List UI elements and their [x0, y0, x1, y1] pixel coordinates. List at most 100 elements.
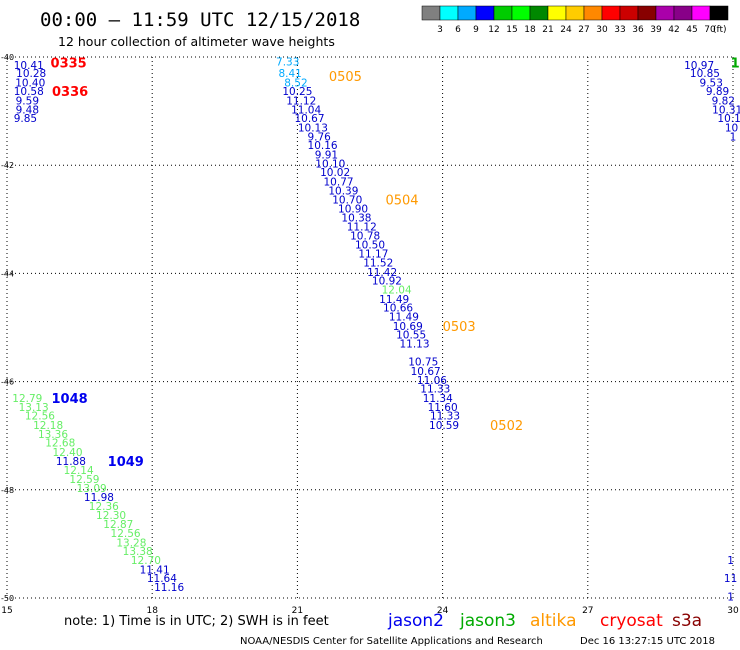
- scale-swatch: [709, 5, 729, 21]
- scale-tick-label: 70: [704, 25, 716, 35]
- chart-grid: [6, 56, 734, 599]
- y-tick-label: -50: [1, 594, 14, 603]
- x-tick-label: 24: [437, 606, 449, 616]
- swh-value-label: 10.70: [332, 194, 362, 206]
- swh-value-label: 10.85: [690, 68, 720, 80]
- pass-time-label: 0504: [385, 193, 418, 208]
- swh-value-label: 11.12: [286, 95, 316, 107]
- x-axis-ticks: 15 18 21 24 27 30: [1, 606, 739, 616]
- swh-value-label: 11.98: [84, 492, 114, 504]
- scale-tick-label: 6: [455, 25, 461, 35]
- swh-value-label: 11.88: [56, 456, 86, 468]
- swh-value-label: 11.49: [379, 294, 409, 306]
- x-tick-label: 30: [727, 606, 739, 616]
- swh-value-label: 11.17: [358, 248, 388, 260]
- swh-value-label: 11.52: [363, 258, 393, 270]
- scale-swatch: [511, 5, 531, 21]
- swh-value-label: 12.59: [69, 474, 99, 486]
- scale-swatch: [673, 5, 693, 21]
- swh-value-label: 8.41: [278, 68, 301, 80]
- y-tick-label: -44: [1, 269, 14, 278]
- swh-value-label: 10.31: [712, 104, 740, 116]
- swh-value-label: 10.1: [717, 113, 740, 125]
- swh-value-label: 8.52: [284, 77, 307, 89]
- scale-swatch: [439, 5, 459, 21]
- scale-swatch: [583, 5, 603, 21]
- footer-credit: NOAA/NESDIS Center for Satellite Applica…: [240, 636, 543, 647]
- swh-value-label: 13.36: [38, 429, 68, 441]
- swh-value-label: 10.66: [383, 302, 413, 314]
- swh-value-label: 13.09: [77, 483, 107, 495]
- swh-value-label: 10.75: [408, 357, 438, 369]
- swh-value-label: 10.38: [341, 213, 371, 225]
- swh-value-label: 12.30: [96, 510, 126, 522]
- satellite-legend: jason2 jason3 altika cryosat s3a: [387, 611, 702, 631]
- swh-value-label: 10.58: [14, 86, 44, 98]
- swh-value-label: 10.10: [315, 159, 345, 171]
- swh-value-label: 10.16: [308, 140, 338, 152]
- swh-value-label: 9.89: [706, 86, 729, 98]
- swh-value-label: 10.67: [294, 113, 324, 125]
- swh-value-label: 10.39: [328, 186, 358, 198]
- swh-value-label: 12.36: [89, 501, 119, 513]
- swh-value-label: 12.87: [103, 519, 133, 531]
- scale-swatch: [475, 5, 495, 21]
- swh-value-label: 11.04: [291, 104, 321, 116]
- legend-jason2: jason2: [387, 611, 444, 631]
- swh-value-label: 10.28: [16, 68, 46, 80]
- swh-value-label: 11.60: [428, 402, 458, 414]
- scale-swatch: [547, 5, 567, 21]
- pass-time-label: 102: [731, 56, 740, 71]
- x-tick-label: 27: [582, 606, 593, 616]
- swh-value-label: 10.59: [429, 420, 459, 432]
- scale-tick-label: 45: [686, 25, 697, 35]
- scale-tick-label: 27: [578, 25, 589, 35]
- scale-swatch: [457, 5, 477, 21]
- swh-value-label: 11.33: [420, 384, 450, 396]
- swh-value-label: 10.55: [396, 330, 426, 342]
- scale-swatch: [421, 5, 441, 21]
- scale-tick-label: 21: [542, 25, 553, 35]
- swh-value-label: 11.34: [423, 393, 453, 405]
- pass-time-label: 1048: [52, 392, 88, 407]
- swh-value-label: 12.56: [25, 411, 55, 423]
- swh-value-label: 13.28: [116, 537, 146, 549]
- swh-value-label: 12.14: [64, 465, 94, 477]
- data-labels: 10.4110.2810.4010.589.599.489.8510.2511.…: [12, 56, 740, 603]
- scale-swatch: [493, 5, 513, 21]
- swh-value-label: 10.97: [684, 60, 714, 72]
- swh-value-label: 1: [727, 555, 734, 567]
- swh-value-label: 1: [727, 591, 734, 603]
- legend-jason3: jason3: [459, 611, 516, 631]
- scale-tick-label: 12: [488, 25, 499, 35]
- swh-value-label: 9.82: [712, 95, 735, 107]
- swh-value-label: 12.18: [33, 420, 63, 432]
- footer-timestamp: Dec 16 13:27:15 UTC 2018: [580, 636, 715, 647]
- scale-swatch: [529, 5, 549, 21]
- scale-swatch: [601, 5, 621, 21]
- swh-value-label: 10.25: [282, 86, 312, 98]
- swh-value-label: 11.33: [430, 411, 460, 423]
- pass-time-label: 0335: [51, 56, 87, 71]
- pass-time-label: 0505: [329, 70, 362, 85]
- scale-tick-label: 24: [560, 25, 572, 35]
- y-tick-label: -48: [1, 486, 14, 495]
- legend-altika: altika: [530, 611, 577, 631]
- swh-value-label: 9.91: [315, 149, 338, 161]
- chart-subtitle: 12 hour collection of altimeter wave hei…: [58, 34, 335, 49]
- swh-value-label: 9.76: [307, 132, 331, 144]
- swh-value-label: 10.92: [372, 275, 402, 287]
- legend-cryosat: cryosat: [600, 611, 663, 631]
- swh-value-label: 11.12: [347, 221, 377, 233]
- swh-value-label: 12.79: [12, 393, 42, 405]
- chart-title: 00:00 – 11:59 UTC 12/15/2018: [40, 9, 360, 31]
- swh-value-label: 10.50: [355, 240, 385, 252]
- swh-value-label: 12.70: [131, 555, 161, 567]
- scale-swatch: [637, 5, 657, 21]
- swh-value-label: 11: [724, 573, 737, 585]
- scale-tick-label: 15: [506, 25, 517, 35]
- swh-value-label: 11.16: [154, 582, 184, 594]
- swh-value-label: 1: [730, 132, 737, 144]
- y-tick-label: -46: [1, 378, 14, 387]
